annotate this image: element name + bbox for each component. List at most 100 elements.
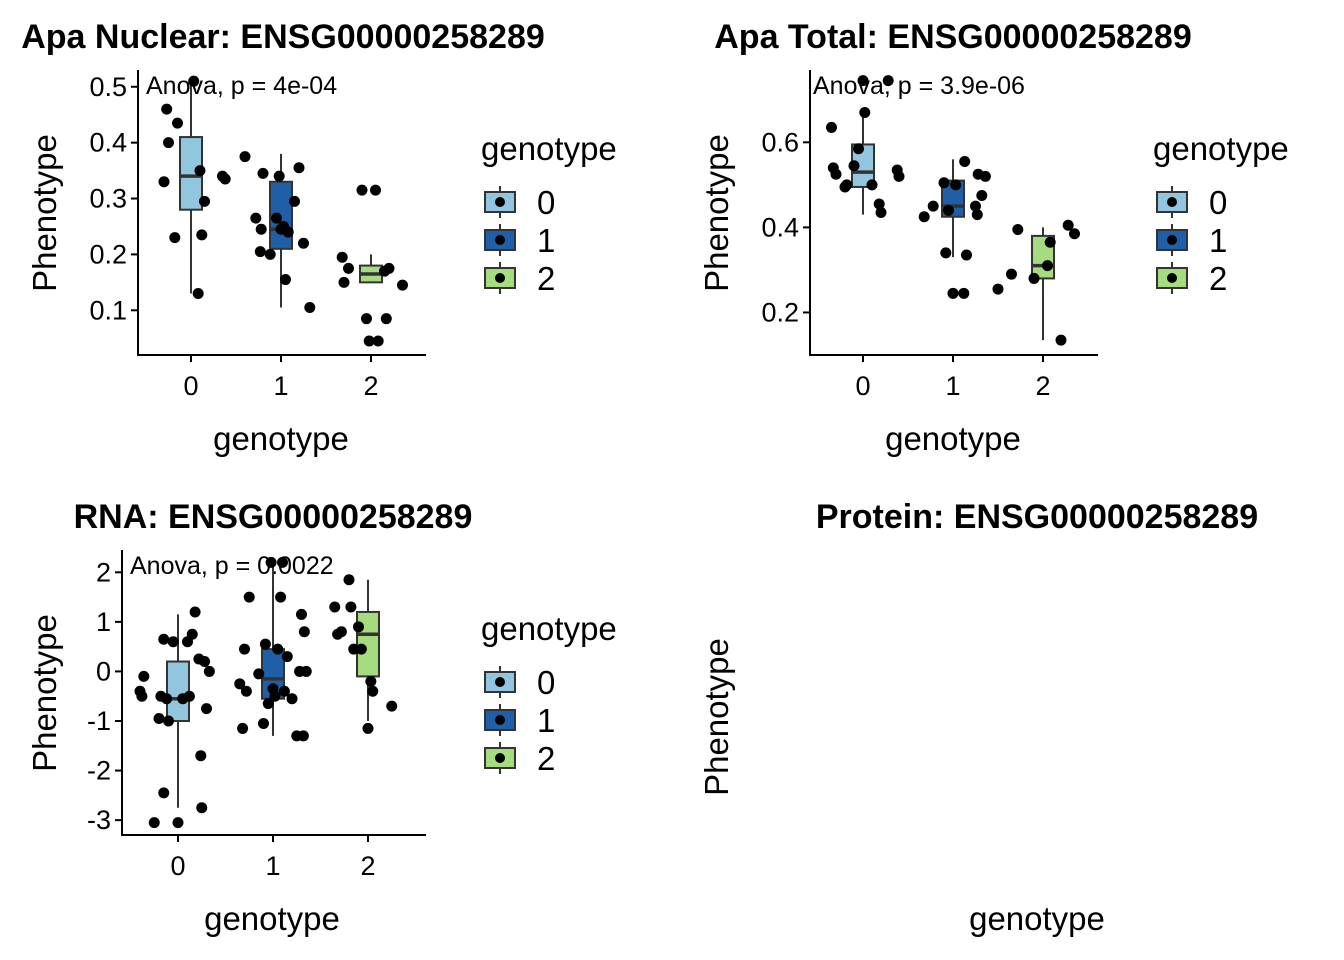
data-point xyxy=(169,232,181,244)
data-point xyxy=(875,207,887,218)
data-point xyxy=(362,722,374,734)
data-point xyxy=(280,274,291,286)
data-point xyxy=(253,668,265,680)
data-point xyxy=(383,262,395,274)
data-point xyxy=(264,248,276,260)
legend-label: 0 xyxy=(537,184,555,221)
legend-label: 2 xyxy=(1209,260,1227,297)
data-point xyxy=(1028,272,1040,284)
data-point xyxy=(363,335,375,347)
y-tick-label: 2 xyxy=(96,557,111,587)
data-point xyxy=(853,143,864,155)
data-point xyxy=(148,817,160,829)
data-point xyxy=(194,165,206,177)
data-point xyxy=(355,643,367,655)
y-tick-label: 1 xyxy=(96,607,111,637)
data-point xyxy=(971,209,983,221)
data-point xyxy=(273,170,285,182)
panel-title: Apa Nuclear: ENSG00000258289 xyxy=(21,18,545,56)
legend-label: 2 xyxy=(537,740,555,777)
legend-key-dot xyxy=(495,753,505,763)
data-point xyxy=(959,155,971,167)
data-point xyxy=(365,675,377,687)
data-point xyxy=(1012,224,1024,236)
box-0 xyxy=(166,660,190,722)
legend-key-dot xyxy=(1167,235,1177,245)
data-point xyxy=(970,200,981,212)
x-axis-title: genotype xyxy=(885,420,1021,457)
data-point xyxy=(848,160,860,172)
data-point xyxy=(172,817,184,829)
data-point xyxy=(192,288,204,300)
data-point xyxy=(158,787,170,799)
panel-apa-nuclear: Apa Nuclear: ENSG00000258289 Anova, p = … xyxy=(21,18,617,457)
data-point xyxy=(298,626,310,638)
data-point xyxy=(186,628,198,640)
data-point xyxy=(353,621,364,633)
legend-label: 1 xyxy=(537,702,555,739)
data-point xyxy=(219,173,231,185)
data-point xyxy=(857,75,869,87)
data-point xyxy=(336,251,348,263)
y-tick-label: -1 xyxy=(87,706,111,736)
data-point xyxy=(183,690,195,702)
y-axis-title: Phenotype xyxy=(26,134,63,292)
data-point xyxy=(297,730,309,742)
y-tick-label: 0.4 xyxy=(89,128,127,158)
data-point xyxy=(950,179,962,191)
y-tick-label: -3 xyxy=(87,805,111,835)
data-point xyxy=(277,556,288,568)
data-point xyxy=(859,107,871,119)
legend-key-dot xyxy=(495,197,505,207)
x-tick-label: 1 xyxy=(273,371,288,401)
data-point xyxy=(153,713,165,725)
panel-title: Apa Total: ENSG00000258289 xyxy=(714,18,1192,56)
data-point xyxy=(278,685,290,697)
y-tick-label: 0.2 xyxy=(89,239,127,269)
data-point xyxy=(958,287,970,299)
data-point xyxy=(1044,236,1056,248)
anova-annotation: Anova, p = 4e-04 xyxy=(146,72,337,100)
data-point xyxy=(866,179,878,191)
data-point xyxy=(918,211,930,223)
data-point xyxy=(199,656,211,668)
y-tick-label: 0.5 xyxy=(89,72,127,102)
data-point xyxy=(275,591,287,603)
data-point xyxy=(167,636,179,648)
data-point xyxy=(240,685,252,697)
data-point xyxy=(873,198,885,210)
data-point xyxy=(1042,260,1053,272)
data-point xyxy=(940,247,952,259)
data-point xyxy=(237,722,249,734)
data-point xyxy=(196,802,208,814)
y-tick-label: 0.1 xyxy=(89,295,127,325)
panel-title: Protein: ENSG00000258289 xyxy=(816,498,1258,536)
y-tick-label: 0.2 xyxy=(761,297,799,327)
data-point xyxy=(281,651,293,663)
data-point xyxy=(298,237,309,249)
data-point xyxy=(882,75,894,87)
data-point xyxy=(356,184,368,196)
data-point xyxy=(161,693,173,705)
data-point xyxy=(992,283,1004,295)
x-axis-title: genotype xyxy=(213,420,349,457)
data-point xyxy=(370,184,381,196)
data-point xyxy=(293,162,305,174)
data-point xyxy=(976,189,988,201)
anova-annotation: Anova, p = 0.0022 xyxy=(130,552,334,580)
legend-key-dot xyxy=(495,235,505,245)
data-point xyxy=(329,601,341,613)
data-point xyxy=(961,249,972,261)
data-point xyxy=(830,168,842,180)
x-tick-label: 2 xyxy=(1035,371,1050,401)
data-point xyxy=(348,643,360,655)
legend-key-dot xyxy=(1167,273,1177,283)
data-point xyxy=(289,195,300,207)
x-tick-label: 0 xyxy=(183,371,198,401)
legend-label: 0 xyxy=(1209,184,1227,221)
data-point xyxy=(938,177,950,189)
data-point xyxy=(234,678,246,690)
data-point xyxy=(338,276,350,288)
data-point xyxy=(254,246,266,258)
data-point xyxy=(243,591,255,603)
